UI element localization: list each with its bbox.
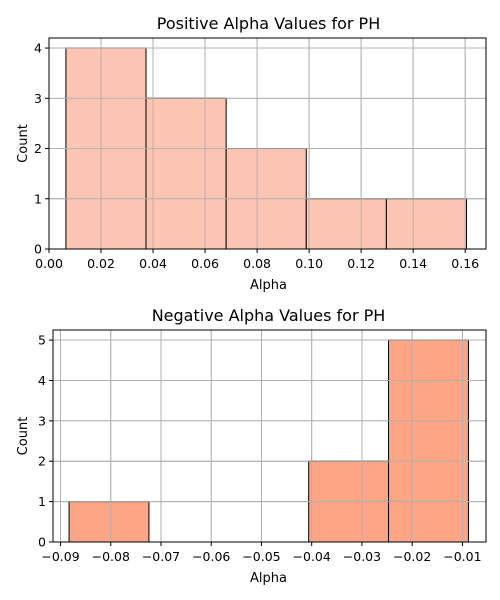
x-tick-label: 0.14 [399, 256, 427, 271]
x-tick-label: 0.16 [451, 256, 479, 271]
x-axis-ticks: 0.00 0.02 0.04 0.06 0.08 0.10 0.12 0.14 0.16 [35, 249, 479, 271]
positive-alpha-chart: Positive Alpha Values for PH 0.00 0.02 0.0… [16, 14, 487, 293]
chart-title: Negative Alpha Values for PH [152, 306, 386, 325]
x-tick-label: −0.09 [41, 549, 79, 564]
x-tick-label: −0.06 [192, 549, 230, 564]
x-axis-ticks: −0.09 −0.08 −0.07 −0.06 −0.05 −0.04 −0.03 −0.02… [41, 542, 482, 564]
x-tick-label: −0.04 [293, 549, 331, 564]
y-tick-label: 0 [38, 535, 46, 550]
histogram-bar [305, 198, 387, 250]
y-axis-ticks: 0 1 2 3 4 5 [38, 333, 53, 550]
y-axis-ticks: 0 1 2 3 4 [34, 41, 49, 257]
x-tick-label: −0.01 [443, 549, 481, 564]
y-tick-label: 3 [34, 91, 42, 106]
histogram-bar [385, 198, 467, 250]
plot-frame [52, 329, 487, 543]
x-axis-label: Alpha [250, 571, 287, 586]
y-tick-label: 5 [38, 333, 46, 348]
x-tick-label: 0.02 [87, 256, 115, 271]
y-axis-label: Count [16, 124, 31, 163]
chart-title: Positive Alpha Values for PH [157, 14, 380, 33]
negative-alpha-chart: Negative Alpha Values for PH −0.09 −0.08−… [16, 306, 487, 586]
y-tick-label: 0 [34, 242, 42, 257]
plot-frame [48, 37, 487, 250]
histogram-bar [68, 501, 150, 543]
x-tick-label: −0.02 [393, 549, 431, 564]
y-tick-label: 1 [34, 191, 42, 206]
histogram-bar [145, 97, 227, 250]
x-tick-label: 0.12 [347, 256, 375, 271]
x-tick-label: −0.05 [242, 549, 280, 564]
x-tick-label: 0.00 [35, 256, 63, 271]
y-tick-label: 2 [38, 454, 46, 469]
x-axis-label: Alpha [250, 278, 287, 293]
x-tick-label: 0.06 [191, 256, 219, 271]
y-tick-label: 3 [38, 413, 46, 428]
x-tick-label: 0.04 [139, 256, 167, 271]
y-tick-label: 2 [34, 141, 42, 156]
x-tick-label: −0.03 [343, 549, 381, 564]
y-axis-label: Count [16, 417, 31, 456]
x-tick-label: 0.08 [243, 256, 271, 271]
x-tick-label: 0.10 [295, 256, 323, 271]
x-tick-label: −0.07 [142, 549, 180, 564]
x-tick-label: −0.08 [92, 549, 130, 564]
histogram-bar [388, 339, 469, 543]
y-tick-label: 4 [34, 41, 42, 56]
y-tick-label: 4 [38, 373, 46, 388]
y-tick-label: 1 [38, 494, 46, 509]
